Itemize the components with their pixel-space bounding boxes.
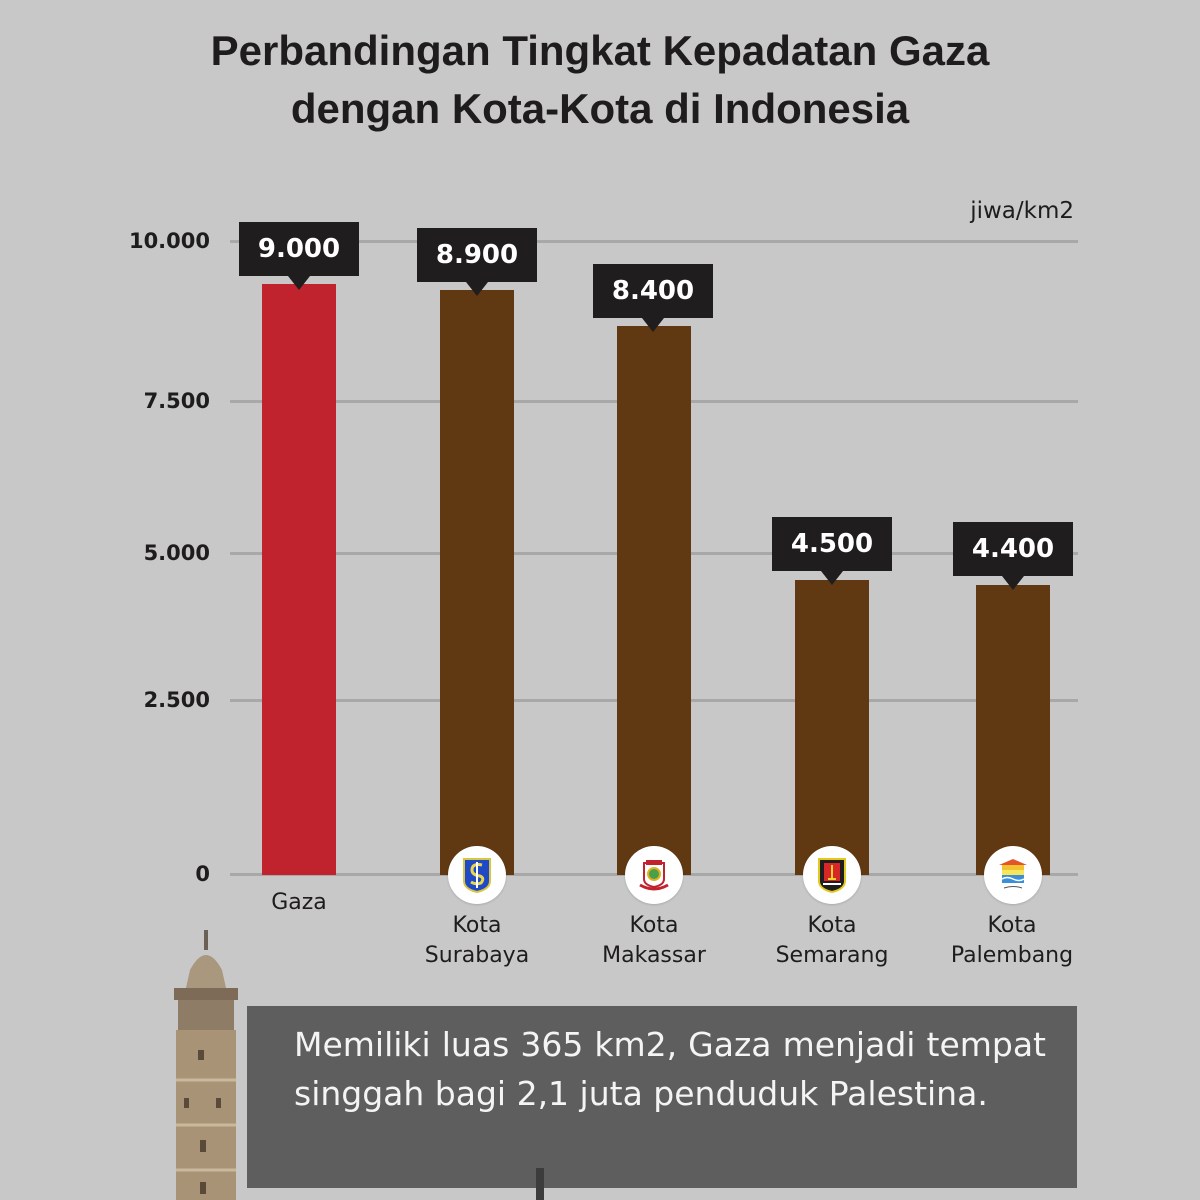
minaret-photo <box>174 930 238 1200</box>
x-label-makassar: Kota Makassar <box>602 913 706 968</box>
x-label-palembang: Kota Palembang <box>950 913 1074 968</box>
bar-surabaya <box>440 290 514 875</box>
y-tick-7500: 7.500 <box>143 389 210 413</box>
palembang-emblem-icon <box>984 846 1042 904</box>
bar-makassar <box>617 326 691 875</box>
unit-label: jiwa/km2 <box>970 198 1074 224</box>
gridline-10000 <box>230 240 1078 243</box>
background-spire <box>536 1168 544 1200</box>
chart-title-line-2: dengan Kota-Kota di Indonesia <box>290 85 910 132</box>
value-callout-surabaya: 8.900 <box>417 228 537 282</box>
bar-semarang <box>795 580 869 875</box>
chart-title-line-1: Perbandingan Tingkat Kepadatan Gaza <box>210 27 990 74</box>
value-callout-palembang: 4.400 <box>953 522 1073 576</box>
chart-title: Perbandingan Tingkat Kepadatan Gaza deng… <box>0 22 1200 138</box>
value-callout-gaza: 9.000 <box>239 222 359 276</box>
x-label-gaza: Gaza <box>271 890 327 915</box>
caption-text: Memiliki luas 365 km2, Gaza menjadi temp… <box>294 1025 1046 1113</box>
value-callout-makassar: 8.400 <box>593 264 713 318</box>
caption-box <box>247 1006 1077 1188</box>
y-tick-10000: 10.000 <box>128 229 210 253</box>
y-tick-0: 0 <box>195 862 210 886</box>
bar-palembang <box>976 585 1050 875</box>
semarang-emblem-icon <box>803 846 861 904</box>
surabaya-emblem-icon <box>448 846 506 904</box>
y-tick-5000: 5.000 <box>143 541 210 565</box>
value-callout-semarang: 4.500 <box>772 517 892 571</box>
y-tick-2500: 2.500 <box>143 688 210 712</box>
makassar-emblem-icon <box>625 846 683 904</box>
x-label-semarang: Kota Semarang <box>775 913 889 968</box>
x-label-surabaya: Kota Surabaya <box>424 913 530 968</box>
bar-gaza <box>262 284 336 875</box>
